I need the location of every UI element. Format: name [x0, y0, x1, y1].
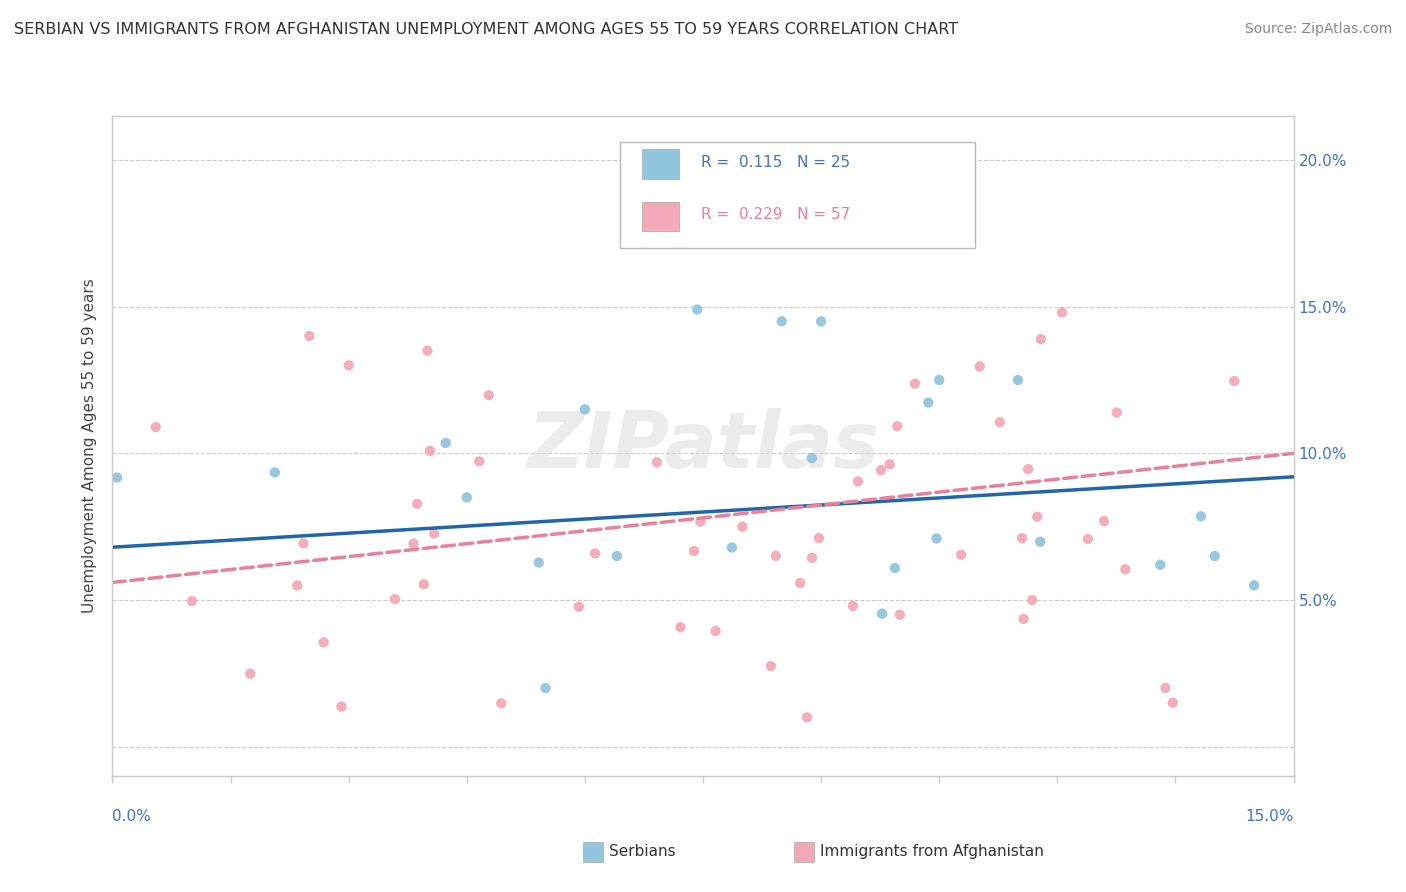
Point — [842, 599, 865, 613]
Point — [1204, 549, 1226, 563]
Point — [796, 710, 818, 724]
Point — [416, 343, 439, 358]
Point — [423, 526, 446, 541]
Point — [870, 607, 893, 621]
Point — [1114, 562, 1136, 576]
Bar — [641, 149, 679, 178]
Point — [704, 624, 727, 639]
Point — [1029, 332, 1052, 346]
Point — [263, 466, 285, 480]
Point — [330, 699, 353, 714]
Point — [606, 549, 628, 563]
Point — [239, 666, 262, 681]
Point — [669, 620, 692, 634]
Point — [1161, 696, 1184, 710]
Point — [846, 475, 869, 489]
Point — [686, 302, 709, 317]
FancyBboxPatch shape — [620, 143, 974, 248]
Point — [468, 454, 491, 468]
Point — [1092, 514, 1115, 528]
Point — [1017, 462, 1039, 476]
Point — [384, 592, 406, 607]
Point — [889, 607, 911, 622]
Point — [969, 359, 991, 374]
Text: 15.0%: 15.0% — [1246, 809, 1294, 823]
Point — [574, 402, 596, 417]
Point — [1243, 578, 1265, 592]
Point — [870, 463, 893, 477]
Point — [765, 549, 787, 563]
Point — [1149, 558, 1171, 572]
Point — [917, 395, 939, 409]
Point — [884, 561, 907, 575]
Point — [1223, 374, 1246, 388]
Point — [402, 536, 425, 550]
Point — [1011, 531, 1033, 545]
Point — [731, 519, 754, 533]
Point — [988, 415, 1011, 429]
Point — [534, 681, 557, 695]
Text: Immigrants from Afghanistan: Immigrants from Afghanistan — [820, 845, 1043, 859]
Point — [1012, 612, 1035, 626]
Y-axis label: Unemployment Among Ages 55 to 59 years: Unemployment Among Ages 55 to 59 years — [82, 278, 97, 614]
Point — [1007, 373, 1029, 387]
Point — [925, 532, 948, 546]
Point — [491, 696, 513, 710]
Point — [886, 419, 908, 434]
Point — [807, 531, 830, 545]
Text: Serbians: Serbians — [609, 845, 675, 859]
Point — [434, 436, 457, 450]
Point — [928, 373, 950, 387]
Point — [145, 420, 167, 434]
Point — [759, 659, 782, 673]
Point — [689, 515, 711, 529]
Text: R =  0.229   N = 57: R = 0.229 N = 57 — [700, 208, 849, 222]
Point — [801, 550, 824, 565]
Text: 0.0%: 0.0% — [112, 809, 152, 823]
Text: Source: ZipAtlas.com: Source: ZipAtlas.com — [1244, 22, 1392, 37]
Point — [789, 576, 811, 591]
Point — [770, 314, 793, 328]
Point — [527, 556, 550, 570]
Point — [181, 594, 204, 608]
Point — [105, 470, 128, 484]
Point — [1154, 681, 1177, 695]
Point — [1029, 534, 1052, 549]
Point — [800, 451, 823, 466]
Point — [683, 544, 706, 558]
Point — [1189, 509, 1212, 524]
Point — [810, 314, 832, 328]
Point — [904, 376, 927, 391]
Point — [292, 536, 315, 550]
Point — [1050, 305, 1073, 319]
Point — [1077, 532, 1099, 546]
Bar — [794, 842, 814, 862]
Point — [692, 168, 714, 182]
Point — [1026, 509, 1049, 524]
Point — [406, 497, 429, 511]
Point — [879, 458, 901, 472]
Text: ZIPatlas: ZIPatlas — [527, 408, 879, 484]
Point — [419, 443, 441, 458]
Point — [478, 388, 501, 402]
Point — [312, 635, 335, 649]
Point — [412, 577, 434, 591]
Point — [645, 455, 668, 469]
Point — [1105, 405, 1128, 419]
Point — [721, 541, 744, 555]
Bar — [583, 842, 603, 862]
Point — [456, 491, 478, 505]
Point — [568, 599, 591, 614]
Point — [285, 578, 308, 592]
Point — [298, 329, 321, 343]
Point — [950, 548, 973, 562]
Text: SERBIAN VS IMMIGRANTS FROM AFGHANISTAN UNEMPLOYMENT AMONG AGES 55 TO 59 YEARS CO: SERBIAN VS IMMIGRANTS FROM AFGHANISTAN U… — [14, 22, 957, 37]
Point — [583, 546, 606, 560]
Point — [1021, 593, 1043, 607]
Bar — [641, 202, 679, 232]
Text: R =  0.115   N = 25: R = 0.115 N = 25 — [700, 154, 849, 169]
Point — [337, 359, 360, 373]
